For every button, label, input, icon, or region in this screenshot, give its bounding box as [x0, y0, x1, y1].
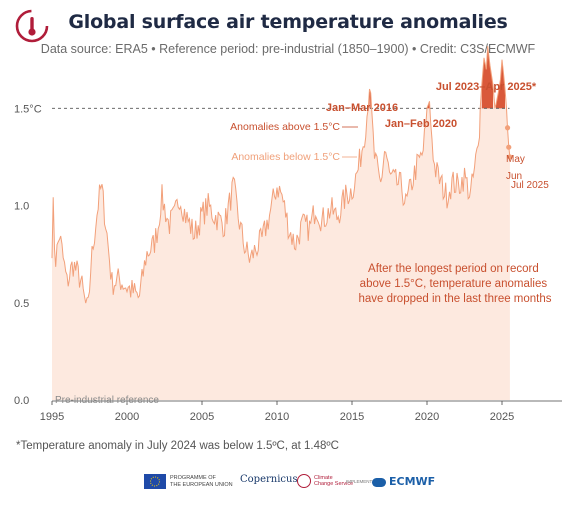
- annotation-2016: Jan–Mar 2016: [326, 102, 398, 114]
- x-tick-label: 2005: [190, 411, 214, 423]
- x-tick-label: 1995: [40, 411, 64, 423]
- copernicus-text: Copernicus: [240, 474, 298, 485]
- footnote: *Temperature anomaly in July 2024 was be…: [16, 440, 339, 452]
- x-tick-label: 2010: [265, 411, 289, 423]
- y-axis: 0.0 0.5 1.0 1.5°C: [14, 103, 42, 407]
- x-axis: 1995 2000 2005 2010 2015 2020 2025: [40, 400, 562, 423]
- c3s-logo-icon: [14, 8, 50, 44]
- annotation-2020: Jan–Feb 2020: [385, 118, 457, 130]
- recent-point-marker: [504, 125, 511, 131]
- eu-text-1: PROGRAMME OF: [170, 475, 216, 481]
- chart-title: Global surface air temperature anomalies: [68, 11, 508, 33]
- ecmwf-logo: ECMWF: [372, 475, 435, 489]
- ecmwf-text: ECMWF: [389, 475, 436, 488]
- partner-logos: PROGRAMME OF THE EUROPEAN UNION Copernicu…: [0, 470, 576, 498]
- x-tick-label: 2020: [415, 411, 439, 423]
- y-tick-label: 1.0: [14, 201, 29, 213]
- eu-text-2: THE EUROPEAN UNION: [170, 481, 233, 488]
- above-threshold-fill: [496, 59, 505, 109]
- legend-below-label: Anomalies below 1.5°C: [231, 151, 340, 163]
- note-text: After the longest period on record above…: [358, 263, 551, 305]
- x-tick-label: 2025: [490, 411, 514, 423]
- eu-flag-icon: [144, 474, 166, 489]
- y-tick-label: 0.0: [14, 395, 29, 407]
- label-may: May: [506, 154, 525, 165]
- chart-subtitle: Data source: ERA5 • Reference period: pr…: [40, 42, 536, 56]
- c3s-text-1: Climate: [314, 474, 333, 481]
- x-tick-label: 2015: [340, 411, 364, 423]
- temperature-chart: 0.0 0.5 1.0 1.5°C 1995 2000 2005 2010 2015 2020 2…: [14, 46, 562, 423]
- legend-above-label: Anomalies above 1.5°C: [230, 121, 340, 133]
- label-jul-2025: Jul 2025: [511, 180, 549, 191]
- anomaly-line: [51, 46, 511, 304]
- recent-point-marker: [507, 154, 513, 160]
- pre-industrial-label: Pre-industrial reference: [55, 395, 159, 406]
- c3s-small-icon: [297, 474, 311, 488]
- copernicus-logo: Copernicus: [240, 473, 298, 487]
- y-tick-label: 0.5: [14, 298, 29, 310]
- implemented-by: IMPLEMENTED BY: [346, 479, 386, 486]
- y-tick-label: 1.5°C: [14, 103, 42, 115]
- anomaly-area: [52, 46, 510, 400]
- ecmwf-icon: [372, 477, 386, 487]
- recent-point-marker: [506, 144, 512, 150]
- annotation-2023: Jul 2023–Apr 2025*: [436, 81, 537, 93]
- implemented-text: IMPLEMENTED BY: [346, 479, 386, 484]
- eu-logo: PROGRAMME OF THE EUROPEAN UNION: [144, 474, 233, 489]
- above-threshold-fills: [369, 46, 505, 109]
- c3s-text-2: Change Service: [314, 481, 354, 487]
- recent-points: [504, 125, 513, 160]
- x-tick-label: 2000: [115, 411, 139, 423]
- label-jun: Jun: [506, 171, 522, 182]
- c3s-small-logo: Climate Change Service: [297, 474, 353, 488]
